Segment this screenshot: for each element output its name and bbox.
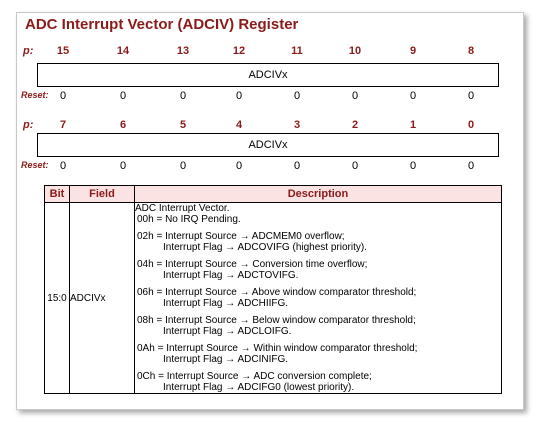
bit-label-upper: p: [23,45,34,57]
bit-number: 14 [116,45,130,57]
reset-value: 0 [293,90,301,102]
interrupt-flag-line: Interrupt Flag → ADCHIIFG. [163,298,289,309]
vector-value-line: 04h = Interrupt Source → Conversion time… [137,259,368,270]
reset-value: 0 [235,90,243,102]
bit-number: 6 [119,119,127,131]
interrupt-flag-line: Interrupt Flag → ADCTOVIFG. [163,270,299,281]
bit-number: 7 [59,119,67,131]
vector-value-line: 08h = Interrupt Source → Below window co… [137,315,416,326]
header-description: Description [134,185,502,203]
bit-number: 15 [56,45,70,57]
bit-number: 4 [235,119,243,131]
interrupt-flag-line: Interrupt Flag → ADCINIFG. [163,354,289,365]
bit-number: 8 [467,45,475,57]
reset-value: 0 [119,160,127,172]
description-entries: 00h = No IRQ Pending. 02h = Interrupt Sou… [135,214,501,393]
vector-value-line: 0Ch = Interrupt Source → ADC conversion … [137,371,372,382]
field-box-upper: ADCIVx [37,63,499,87]
table-row: 15:0 ADCIVx ADC Interrupt Vector. 00h = … [44,202,502,394]
vector-value-line: 0Ah = Interrupt Source → Within window c… [137,343,418,354]
bit-number: 2 [351,119,359,131]
reset-value: 0 [59,90,67,102]
vector-value-line: 00h = No IRQ Pending. [137,214,241,225]
bit-label-lower: p: [23,119,34,131]
description-intro: ADC Interrupt Vector. [135,203,230,214]
reset-value: 0 [467,90,475,102]
interrupt-flag-line: Interrupt Flag → ADCLOIFG. [163,326,292,337]
bit-number: 0 [467,119,475,131]
reset-value: 0 [293,160,301,172]
bit-number: 11 [291,45,303,57]
reset-value: 0 [119,90,127,102]
reset-value: 0 [179,160,187,172]
vector-value-line: 06h = Interrupt Source → Above window co… [137,287,417,298]
bit-number: 10 [348,45,362,57]
reset-value: 0 [351,160,359,172]
row-bit: 15:0 [44,202,70,394]
register-figure: ADC Interrupt Vector (ADCIV) Register p:… [16,12,524,410]
reset-value: 0 [409,160,417,172]
reset-value: 0 [409,90,417,102]
reset-label-lower: Reset: [21,160,49,170]
header-bit: Bit [44,185,70,203]
reset-value: 0 [179,90,187,102]
header-field: Field [69,185,135,203]
bit-number: 5 [179,119,187,131]
reset-value: 0 [351,90,359,102]
reset-value: 0 [467,160,475,172]
interrupt-flag-line: Interrupt Flag → ADCIFG0 (lowest priorit… [163,382,355,393]
bit-number: 1 [409,119,417,131]
register-title: ADC Interrupt Vector (ADCIV) Register [25,16,299,33]
reset-label-upper: Reset: [21,90,49,100]
field-box-lower: ADCIVx [37,133,499,157]
bit-number: 12 [232,45,246,57]
bit-number: 3 [293,119,301,131]
interrupt-flag-line: Interrupt Flag → ADCOVIFG (highest prior… [163,242,367,253]
row-field: ADCIVx [69,202,135,394]
reset-value: 0 [235,160,243,172]
reset-value: 0 [59,160,67,172]
vector-value-line: 02h = Interrupt Source → ADCMEM0 overflo… [137,231,345,242]
field-description-table: Bit Field Description 15:0 ADCIVx ADC In… [44,185,502,394]
bit-number: 13 [176,45,190,57]
row-description: ADC Interrupt Vector. 00h = No IRQ Pendi… [134,202,502,394]
bit-number: 9 [409,45,417,57]
